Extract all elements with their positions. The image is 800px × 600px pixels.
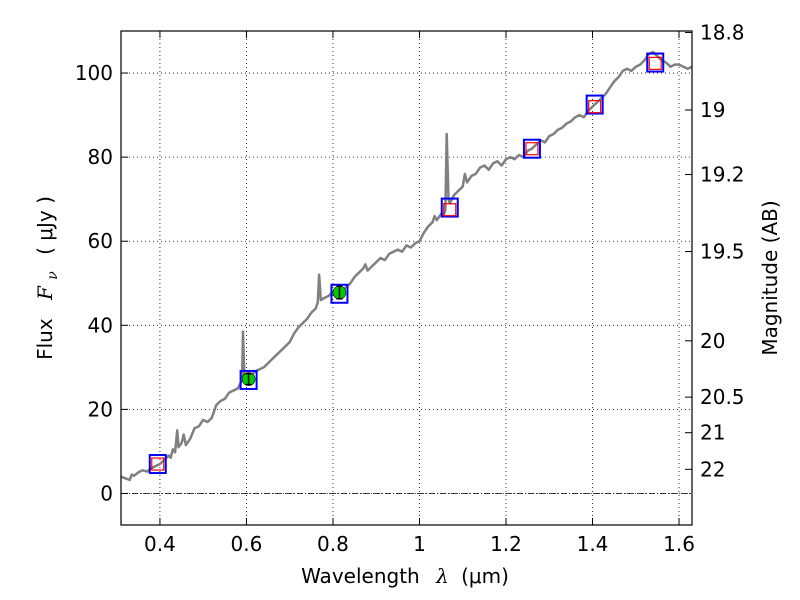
observed-box (648, 56, 662, 70)
magnitude-tick-label: 21 (700, 421, 725, 445)
observed-box (525, 142, 539, 156)
y-axis-ticks: 0 20 40 60 80 100 (75, 61, 128, 505)
x-axis-ticks: 0.4 0.6 0.8 1 1.2 1.4 1.6 (144, 31, 695, 556)
x-tick-label: 1.4 (577, 532, 609, 556)
model-box (330, 283, 349, 304)
x-tick-label: 1.2 (490, 532, 522, 556)
observed-box (443, 203, 457, 217)
model-box (522, 138, 541, 159)
observed-points (151, 56, 662, 471)
y-axis-label: Flux F ν ( μJy ) (33, 196, 62, 360)
magnitude-tick-label: 19.5 (700, 240, 745, 264)
magnitude-tick-label: 19.2 (700, 163, 745, 187)
magnitude-axis-label: Magnitude (AB) (758, 200, 782, 355)
magnitude-tick-label: 18.8 (700, 20, 745, 44)
magnitude-tick-label: 22 (700, 457, 725, 481)
model-box (148, 454, 167, 475)
observed-box (151, 457, 165, 471)
x-axis-label: Wavelength λ (μm) (301, 564, 509, 588)
x-tick-label: 1 (413, 532, 426, 556)
magnitude-tick-label: 20.5 (700, 385, 745, 409)
observed-box (588, 100, 602, 114)
y-tick-label: 60 (88, 229, 113, 253)
spectrum-line (120, 50, 693, 482)
model-box (440, 197, 459, 218)
y-tick-label: 20 (88, 397, 113, 421)
model-boxes (148, 52, 665, 475)
plot-frame (120, 30, 693, 526)
magnitude-tick-label: 20 (700, 329, 725, 353)
y-tick-label: 100 (75, 61, 113, 85)
magnitude-tick-label: 19 (700, 98, 725, 122)
magnitude-axis-ticks: 18.8 19 19.2 19.5 20 20.5 21 22 (685, 20, 745, 481)
y-tick-label: 0 (100, 481, 113, 505)
y-tick-label: 40 (88, 313, 113, 337)
model-box (585, 94, 604, 115)
x-tick-label: 0.8 (317, 532, 349, 556)
y-tick-label: 80 (88, 145, 113, 169)
x-tick-label: 1.6 (663, 532, 695, 556)
model-box (239, 369, 258, 390)
x-tick-label: 0.4 (144, 532, 176, 556)
model-box (646, 52, 665, 73)
x-tick-label: 0.6 (231, 532, 263, 556)
